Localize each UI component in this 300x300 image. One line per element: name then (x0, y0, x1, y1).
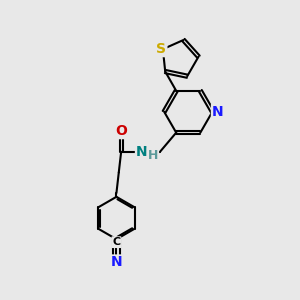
Text: N: N (212, 105, 224, 119)
Text: S: S (156, 42, 167, 56)
Text: H: H (148, 149, 158, 162)
Text: O: O (115, 124, 127, 138)
Text: N: N (136, 145, 148, 159)
Text: C: C (112, 237, 121, 247)
Text: N: N (111, 256, 122, 269)
